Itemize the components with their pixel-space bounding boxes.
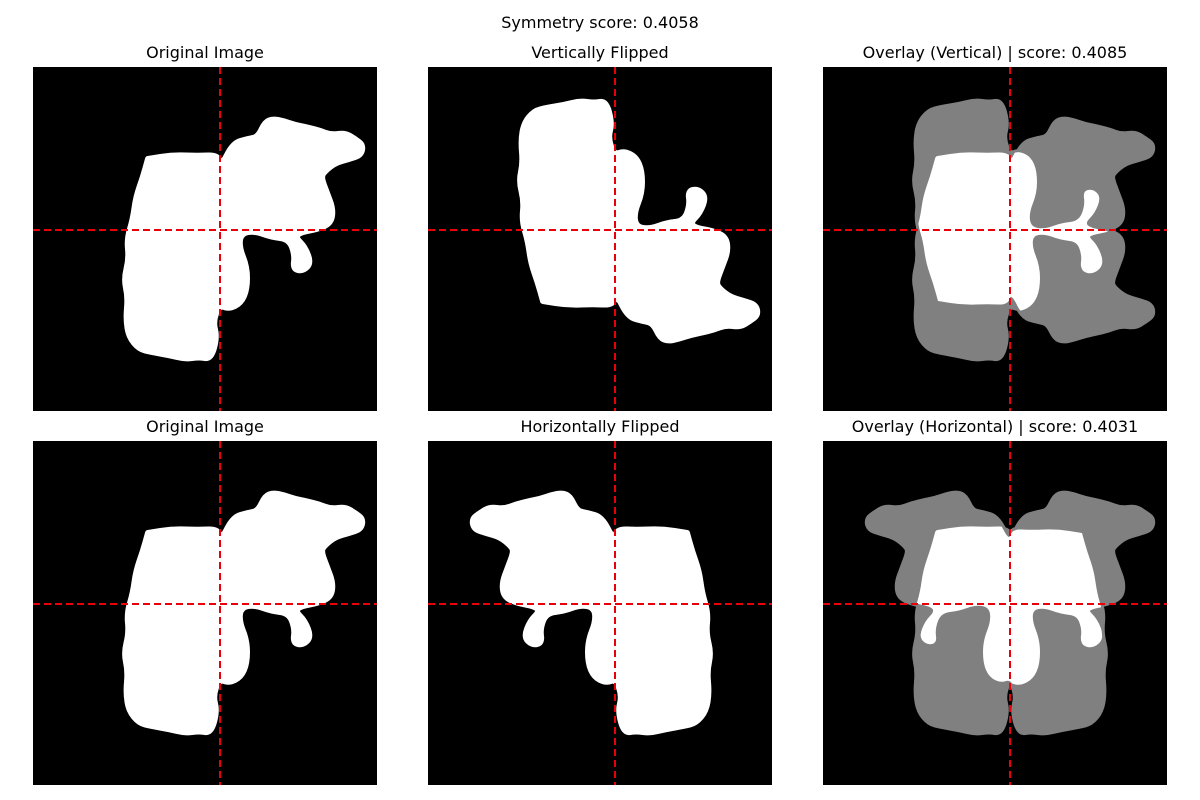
image-original-bottom xyxy=(33,441,377,785)
panel-original-bottom xyxy=(33,441,377,785)
panel-title-original-top: Original Image xyxy=(146,43,264,62)
lesion-mask xyxy=(122,116,366,362)
panel-overlay-vertical xyxy=(823,67,1167,411)
image-overlay-vertical xyxy=(823,67,1167,411)
panel-title-horizontally-flipped: Horizontally Flipped xyxy=(520,417,680,436)
lesion-mask xyxy=(122,490,366,736)
lesion-mask-flipped xyxy=(469,490,713,736)
panel-title-original-bottom: Original Image xyxy=(146,417,264,436)
lesion-mask-flipped xyxy=(517,98,761,344)
panel-title-overlay-vertical: Overlay (Vertical) | score: 0.4085 xyxy=(862,43,1128,62)
panel-title-vertically-flipped: Vertically Flipped xyxy=(531,43,669,62)
image-horizontally-flipped xyxy=(428,441,772,785)
panel-title-overlay-horizontal: Overlay (Horizontal) | score: 0.4031 xyxy=(851,417,1139,436)
image-original-top xyxy=(33,67,377,411)
panel-horizontally-flipped xyxy=(428,441,772,785)
image-overlay-horizontal xyxy=(823,441,1167,785)
panel-overlay-horizontal xyxy=(823,441,1167,785)
panel-vertically-flipped xyxy=(428,67,772,411)
panel-original-top xyxy=(33,67,377,411)
figure-suptitle: Symmetry score: 0.4058 xyxy=(501,13,699,32)
image-vertically-flipped xyxy=(428,67,772,411)
